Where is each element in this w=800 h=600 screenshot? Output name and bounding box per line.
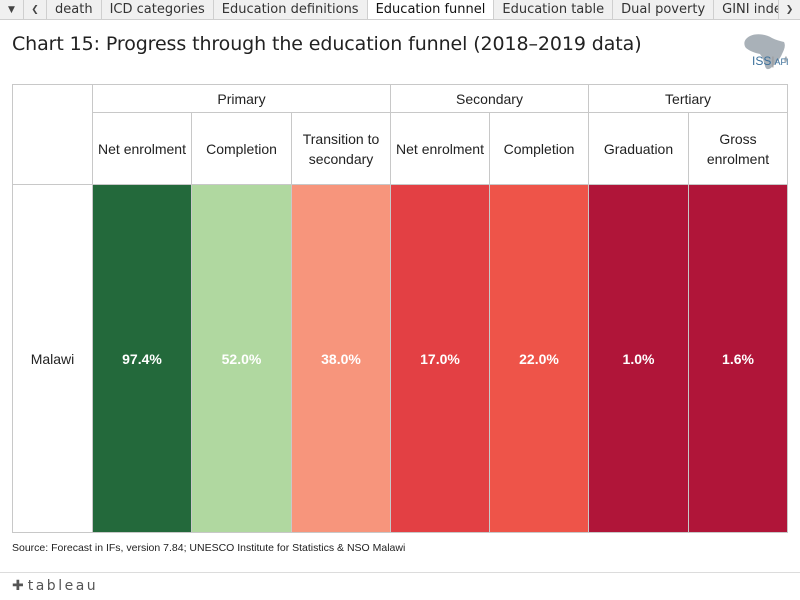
tableau-footer: ✚ tableau — [0, 572, 800, 600]
sheet-tabs: death ICD categories Education definitio… — [47, 0, 778, 19]
chart-title: Chart 15: Progress through the education… — [12, 33, 642, 55]
tab-icd-categories[interactable]: ICD categories — [101, 0, 214, 19]
value-cell-primary-net-enrolment: 97.4% — [93, 185, 192, 532]
row-label-malawi: Malawi — [13, 185, 93, 532]
tableau-brand-text: tableau — [27, 578, 99, 594]
value-cell-primary-completion: 52.0% — [192, 185, 292, 532]
logo-main-text: ISS — [752, 54, 772, 68]
source-note: Source: Forecast in IFs, version 7.84; U… — [12, 542, 406, 554]
tab-education-funnel[interactable]: Education funnel — [367, 0, 495, 19]
sheet-tab-strip: ▼ ❮ death ICD categories Education defin… — [0, 0, 800, 20]
tableau-plus-icon: ✚ — [12, 578, 24, 594]
tab-gini-index[interactable]: GINI index — [714, 0, 778, 19]
iss-afi-logo-text: ISS|AFI — [752, 54, 789, 68]
tab-education-definitions[interactable]: Education definitions — [213, 0, 368, 19]
column-header-primary-completion: Completion — [192, 113, 292, 185]
column-header-secondary-completion: Completion — [490, 113, 589, 185]
chevron-right-icon[interactable]: ❯ — [778, 0, 800, 19]
value-cell-transition-to-secondary: 38.0% — [292, 185, 391, 532]
education-funnel-table: Primary Secondary Tertiary Net enrolment… — [12, 84, 788, 533]
column-header-primary-net-enrolment: Net enrolment — [93, 113, 192, 185]
chevron-left-icon[interactable]: ❮ — [24, 0, 47, 19]
dropdown-arrow-icon[interactable]: ▼ — [0, 0, 24, 19]
group-header-secondary: Secondary — [391, 85, 589, 113]
tab-dual-poverty[interactable]: Dual poverty — [613, 0, 715, 19]
column-header-graduation: Graduation — [589, 113, 689, 185]
column-header-gross-enrolment: Gross enrolment — [689, 113, 787, 185]
value-cell-secondary-completion: 22.0% — [490, 185, 589, 532]
value-cell-secondary-net-enrolment: 17.0% — [391, 185, 490, 532]
logo-suffix-text: AFI — [774, 57, 789, 67]
tab-education-table[interactable]: Education table — [494, 0, 614, 19]
tab-death[interactable]: death — [47, 0, 102, 19]
column-header-transition-to-secondary: Transition to secondary — [292, 113, 391, 185]
value-cell-gross-enrolment: 1.6% — [689, 185, 787, 532]
group-header-tertiary: Tertiary — [589, 85, 787, 113]
africa-map-logo-icon — [744, 34, 788, 70]
value-cell-graduation: 1.0% — [589, 185, 689, 532]
tableau-logo[interactable]: ✚ tableau — [12, 578, 98, 594]
column-header-secondary-net-enrolment: Net enrolment — [391, 113, 490, 185]
group-header-primary: Primary — [93, 85, 391, 113]
corner-blank-cell — [13, 85, 93, 185]
